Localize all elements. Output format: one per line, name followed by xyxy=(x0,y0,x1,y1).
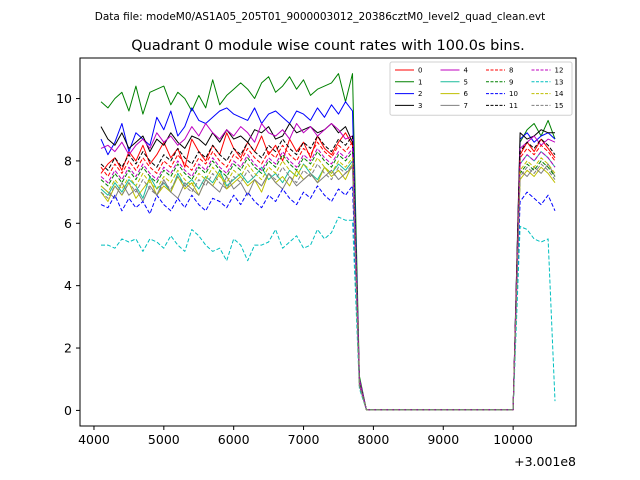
y-tick-label: 10 xyxy=(56,91,72,106)
legend-label-7: 7 xyxy=(464,102,468,110)
legend-label-11: 11 xyxy=(509,102,518,110)
series-line-10 xyxy=(100,185,556,411)
legend-label-3: 3 xyxy=(418,102,422,110)
series-line-14 xyxy=(100,157,556,411)
x-tick-label: 5000 xyxy=(148,432,180,447)
x-tick-label: 7000 xyxy=(288,432,320,447)
series-line-11 xyxy=(100,135,556,411)
legend-label-10: 10 xyxy=(509,90,518,98)
series-line-1 xyxy=(100,73,556,411)
series-line-3 xyxy=(100,123,555,411)
y-tick-label: 6 xyxy=(64,216,72,231)
legend-box xyxy=(389,61,573,116)
y-tick-label: 0 xyxy=(64,403,72,418)
legend-label-0: 0 xyxy=(418,67,422,75)
legend-label-5: 5 xyxy=(464,78,468,86)
legend-label-15: 15 xyxy=(555,102,564,110)
series-line-8 xyxy=(100,141,556,411)
legend-label-9: 9 xyxy=(509,78,513,86)
legend-label-14: 14 xyxy=(555,90,564,98)
y-tick-label: 8 xyxy=(64,153,72,168)
series-line-4 xyxy=(100,123,556,411)
series-line-12 xyxy=(100,147,556,411)
x-axis: 4000 5000 6000 7000 8000 9000 10000 xyxy=(78,426,533,447)
legend-label-1: 1 xyxy=(418,78,422,86)
chart-title: Quadrant 0 module wise count rates with … xyxy=(131,38,525,54)
plot-frame xyxy=(79,57,577,427)
y-tick-label: 2 xyxy=(64,341,72,356)
x-tick-label: 9000 xyxy=(427,432,459,447)
y-tick-label: 4 xyxy=(64,278,72,293)
legend-label-8: 8 xyxy=(509,67,513,75)
legend-label-13: 13 xyxy=(555,78,564,86)
legend-label-12: 12 xyxy=(555,67,564,75)
x-offset-label: +3.001e8 xyxy=(514,454,576,469)
legend-label-4: 4 xyxy=(464,67,469,75)
x-tick-label: 8000 xyxy=(358,432,390,447)
x-tick-label: 4000 xyxy=(78,432,110,447)
series-layer xyxy=(100,73,556,411)
chart-suptitle: Data file: modeM0/AS1A05_205T01_90000030… xyxy=(95,11,546,23)
legend-label-6: 6 xyxy=(464,90,469,98)
x-tick-label: 10000 xyxy=(493,432,533,447)
series-line-13 xyxy=(101,216,556,411)
legend-label-2: 2 xyxy=(418,90,422,98)
y-axis: 0 2 4 6 8 10 xyxy=(56,91,80,418)
series-line-15 xyxy=(100,163,556,411)
series-line-7 xyxy=(100,163,556,411)
series-line-6 xyxy=(100,163,556,411)
x-tick-label: 6000 xyxy=(218,432,250,447)
